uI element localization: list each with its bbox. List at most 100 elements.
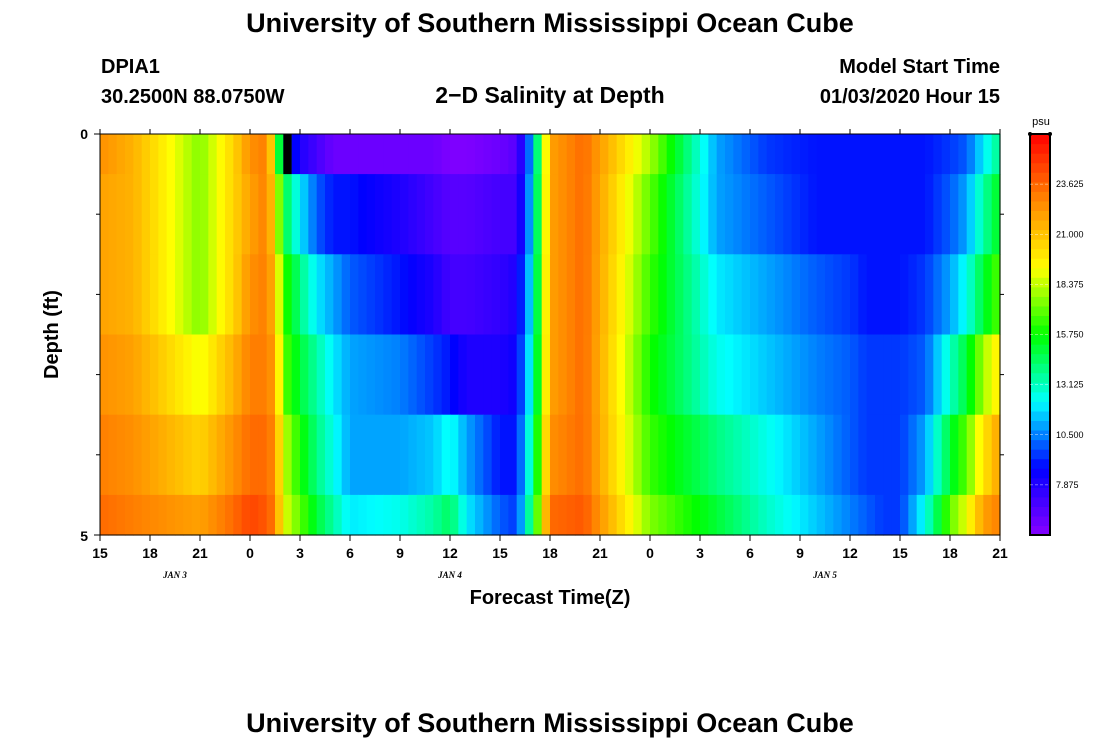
heatmap-cell (933, 134, 943, 175)
x-tick-label: 21 (192, 545, 208, 561)
colorbar-segment (1030, 239, 1050, 250)
heatmap-cell (808, 414, 818, 496)
heatmap-cell (191, 254, 201, 336)
heatmap-cell (700, 494, 709, 536)
colorbar-segment (1030, 515, 1050, 527)
heatmap-cell (650, 134, 659, 175)
heatmap-cell (383, 174, 393, 255)
heatmap-cell (616, 174, 626, 255)
heatmap-cell (741, 174, 751, 255)
x-tick-label: 18 (542, 545, 558, 561)
x-tick-label: 3 (696, 545, 704, 561)
x-tick-label: 12 (842, 545, 858, 561)
heatmap-cell (575, 494, 584, 536)
heatmap-cell (375, 134, 384, 175)
heatmap-cell (416, 494, 426, 536)
heatmap-cell (833, 494, 843, 536)
heatmap-cell (666, 414, 676, 496)
heatmap-cell (466, 134, 476, 175)
heatmap-cell (658, 254, 668, 336)
heatmap-cell (900, 494, 909, 536)
heatmap-cell (650, 494, 659, 536)
colorbar-segment (1030, 525, 1050, 536)
heatmap-cell (275, 134, 284, 175)
heatmap-cell (200, 134, 209, 175)
heatmap-cell (491, 174, 501, 255)
heatmap-cell (100, 174, 109, 255)
heatmap-cell (950, 494, 959, 536)
heatmap-cell (966, 134, 976, 175)
heatmap-cell (208, 134, 218, 175)
heatmap-cell (758, 134, 768, 175)
heatmap-cell (766, 174, 776, 255)
heatmap-cell (525, 134, 534, 175)
heatmap-cell (250, 494, 259, 536)
heatmap-cell (391, 254, 401, 336)
heatmap-cell (675, 134, 684, 175)
heatmap-cell (450, 494, 459, 536)
heatmap-cell (800, 134, 809, 175)
heatmap-cell (908, 494, 918, 536)
heatmap-cell (791, 134, 801, 175)
heatmap-cell (850, 414, 859, 496)
heatmap-cell (600, 414, 609, 496)
heatmap-cell (466, 254, 476, 336)
heatmap-cell (466, 334, 476, 416)
heatmap-cell (575, 254, 584, 336)
heatmap-cell (375, 174, 384, 255)
heatmap-cell (116, 174, 126, 255)
heatmap-cell (625, 334, 634, 416)
heatmap-cell (941, 134, 951, 175)
colorbar-segment (1030, 172, 1050, 183)
heatmap-cell (850, 254, 859, 336)
heatmap-cell (125, 254, 134, 336)
heatmap-cell (875, 134, 884, 175)
heatmap-cell (400, 254, 409, 336)
heatmap-cell (775, 134, 784, 175)
heatmap-cell (450, 334, 459, 416)
heatmap-cell (441, 414, 451, 496)
heatmap-cell (333, 414, 343, 496)
heatmap-cell (458, 494, 468, 536)
heatmap-cell (925, 254, 934, 336)
heatmap-cell (525, 254, 534, 336)
heatmap-cell (958, 134, 968, 175)
heatmap-cell (675, 174, 684, 255)
heatmap-cell (741, 414, 751, 496)
heatmap-cell (658, 174, 668, 255)
heatmap-cell (216, 134, 226, 175)
heatmap-cell (508, 334, 518, 416)
heatmap-cell (316, 134, 326, 175)
heatmap-cell (433, 134, 443, 175)
heatmap-cell (258, 494, 268, 536)
heatmap-cell (825, 254, 834, 336)
heatmap-cell (558, 174, 568, 255)
heatmap-cell (875, 494, 884, 536)
colorbar-segment (1030, 363, 1050, 374)
heatmap-cell (108, 334, 118, 416)
heatmap-cell (100, 134, 109, 175)
heatmap-cell (591, 494, 601, 536)
heatmap-cell (150, 254, 159, 336)
heatmap-cell (491, 414, 501, 496)
heatmap-cell (291, 254, 301, 336)
heatmap-cell (458, 334, 468, 416)
heatmap-cell (433, 254, 443, 336)
colorbar-segment (1030, 191, 1050, 202)
heatmap-cell (783, 414, 793, 496)
heatmap-cell (100, 254, 109, 336)
heatmap-cell (133, 494, 143, 536)
heatmap-cell (858, 494, 868, 536)
heatmap-cell (383, 334, 393, 416)
heatmap-cell (550, 254, 559, 336)
heatmap-cell (733, 254, 743, 336)
heatmap-cell (691, 494, 701, 536)
heatmap-cell (425, 334, 434, 416)
x-tick-label: 21 (992, 545, 1008, 561)
heatmap-cell (358, 174, 368, 255)
heatmap-cell (550, 134, 559, 175)
heatmap-cell (208, 334, 218, 416)
heatmap-cell (225, 254, 234, 336)
heatmap-cell (358, 254, 368, 336)
heatmap-cell (158, 414, 168, 496)
